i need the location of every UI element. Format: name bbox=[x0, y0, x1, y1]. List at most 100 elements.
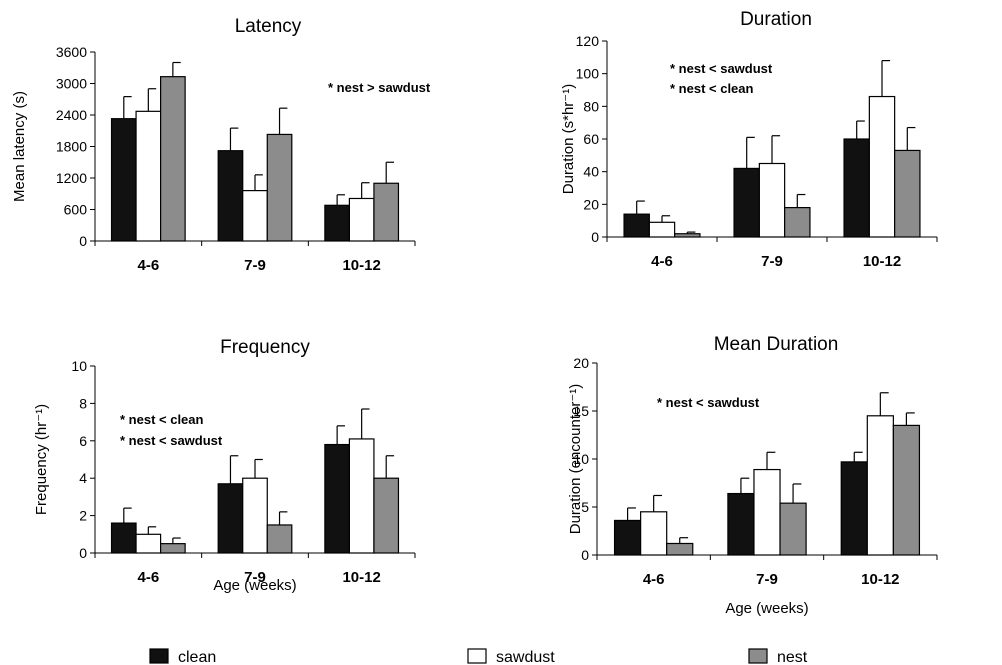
y-tick-label: 120 bbox=[576, 33, 600, 49]
y-tick-label: 5 bbox=[581, 499, 589, 515]
bar-clean bbox=[324, 443, 351, 554]
bar-clean bbox=[727, 492, 755, 556]
bar-clean bbox=[840, 461, 868, 556]
legend-label: clean bbox=[178, 649, 216, 665]
y-tick-label: 3600 bbox=[56, 44, 87, 60]
bar-nest bbox=[674, 233, 701, 238]
y-tick-label: 0 bbox=[79, 545, 87, 561]
y-tick-label: 6 bbox=[79, 433, 87, 449]
bar-nest bbox=[160, 76, 186, 242]
bar-group bbox=[242, 458, 268, 554]
legend-label: sawdust bbox=[496, 649, 555, 665]
bar-sawdust bbox=[135, 110, 162, 242]
bar-group bbox=[324, 425, 351, 554]
y-axis-title: Mean latency (s) bbox=[11, 91, 28, 202]
bar-nest bbox=[373, 182, 400, 242]
chart-title: Duration bbox=[740, 9, 812, 30]
x-tick-label: 4-6 bbox=[651, 253, 673, 270]
legend-item-clean: clean bbox=[149, 648, 216, 665]
bar-sawdust bbox=[242, 190, 268, 242]
significance-note: * nest < sawdust bbox=[670, 61, 773, 76]
bar-group bbox=[135, 526, 162, 554]
bar-nest bbox=[784, 207, 811, 238]
y-tick-label: 0 bbox=[79, 233, 87, 249]
y-tick-label: 8 bbox=[79, 395, 87, 411]
x-axis-title: Age (weeks) bbox=[213, 577, 296, 594]
bar-group bbox=[160, 61, 186, 242]
legend-swatch-nest bbox=[748, 648, 768, 664]
y-tick-label: 3000 bbox=[56, 76, 87, 92]
bar-clean bbox=[217, 483, 244, 554]
bar-clean bbox=[110, 118, 137, 242]
bar-group bbox=[613, 507, 642, 556]
bar-group bbox=[373, 455, 400, 554]
significance-note: * nest < sawdust bbox=[657, 395, 760, 410]
y-tick-label: 60 bbox=[583, 131, 599, 147]
bar-nest bbox=[892, 424, 921, 556]
bar-clean bbox=[217, 150, 244, 242]
bar-group bbox=[753, 451, 781, 556]
y-tick-label: 15 bbox=[573, 403, 589, 419]
y-tick-label: 4 bbox=[79, 470, 87, 486]
legend-swatch-clean bbox=[149, 648, 169, 664]
chart-title: Frequency bbox=[220, 337, 310, 358]
bar-group bbox=[779, 483, 807, 556]
bar-nest bbox=[266, 524, 293, 554]
bar-sawdust bbox=[868, 95, 896, 238]
bar-group bbox=[266, 511, 293, 554]
x-tick-label: 10-12 bbox=[863, 253, 901, 270]
y-tick-label: 20 bbox=[573, 355, 589, 371]
x-tick-label: 7-9 bbox=[761, 253, 783, 270]
significance-note: * nest > sawdust bbox=[328, 80, 431, 95]
bar-group bbox=[840, 451, 868, 556]
y-tick-label: 2 bbox=[79, 508, 87, 524]
bar-group bbox=[666, 537, 694, 556]
bar-group bbox=[894, 126, 921, 238]
bar-group bbox=[135, 88, 162, 242]
y-tick-label: 1800 bbox=[56, 139, 87, 155]
bar-group bbox=[160, 537, 186, 554]
bar-group bbox=[843, 120, 870, 238]
bar-sawdust bbox=[348, 197, 375, 242]
bar-nest bbox=[160, 543, 186, 554]
y-tick-label: 10 bbox=[71, 358, 87, 374]
y-axis-title: Frequency (hr⁻¹) bbox=[33, 404, 50, 515]
bar-group bbox=[892, 412, 921, 556]
y-tick-label: 600 bbox=[64, 202, 88, 218]
bar-sawdust bbox=[758, 162, 786, 238]
y-tick-label: 80 bbox=[583, 98, 599, 114]
y-tick-label: 0 bbox=[591, 229, 599, 245]
bar-group bbox=[784, 193, 811, 238]
x-tick-label: 4-6 bbox=[643, 571, 665, 588]
x-tick-label: 7-9 bbox=[756, 571, 778, 588]
bar-group bbox=[348, 408, 375, 554]
chart-panel-4: Mean Duration 0 5 10 15 20 4-6 7-9 10-12 Duration… bbox=[567, 334, 938, 617]
legend-swatch-sawdust bbox=[467, 648, 487, 664]
chart-panel-1: Latency 0 600 1200 1800 2400 3000 3600 4-6 7-9 10-… bbox=[11, 16, 431, 274]
bar-sawdust bbox=[640, 511, 668, 556]
x-tick-label: 7-9 bbox=[244, 257, 266, 274]
bar-group bbox=[324, 194, 351, 242]
bar-group bbox=[866, 392, 894, 556]
significance-note: * nest < clean bbox=[670, 81, 754, 96]
bar-clean bbox=[324, 204, 351, 242]
significance-note: * nest < clean bbox=[120, 412, 204, 427]
bar-clean bbox=[613, 519, 642, 556]
bar-group bbox=[110, 507, 137, 554]
bar-group bbox=[727, 477, 755, 556]
bar-sawdust bbox=[135, 533, 162, 554]
x-axis-title: Age (weeks) bbox=[725, 600, 808, 617]
bar-clean bbox=[843, 138, 870, 238]
bar-sawdust bbox=[753, 468, 781, 556]
bar-group bbox=[674, 231, 701, 238]
bar-clean bbox=[110, 522, 137, 554]
bar-nest bbox=[266, 133, 293, 242]
bar-group bbox=[217, 127, 244, 242]
legend: clean sawdust nest bbox=[149, 648, 808, 665]
x-tick-label: 10-12 bbox=[342, 257, 380, 274]
y-tick-label: 0 bbox=[581, 547, 589, 563]
x-tick-label: 4-6 bbox=[137, 569, 159, 586]
y-tick-label: 20 bbox=[583, 196, 599, 212]
bar-group bbox=[648, 215, 676, 238]
